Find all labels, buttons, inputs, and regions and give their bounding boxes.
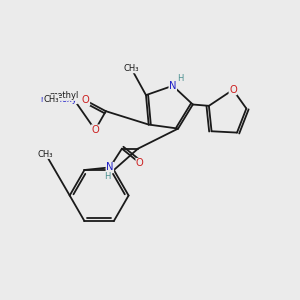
Text: H: H: [104, 172, 110, 181]
Text: O: O: [91, 125, 99, 135]
Text: N: N: [106, 162, 114, 172]
Text: methoxy: methoxy: [40, 94, 77, 103]
Text: O: O: [136, 158, 144, 168]
Text: CH₃: CH₃: [43, 94, 59, 103]
Text: O: O: [82, 95, 90, 106]
Text: methyl: methyl: [50, 92, 79, 100]
Text: H: H: [178, 74, 184, 83]
Text: O: O: [229, 85, 237, 95]
Text: CH₃: CH₃: [38, 149, 53, 158]
Text: N: N: [169, 81, 176, 91]
Text: CH₃: CH₃: [124, 64, 139, 73]
